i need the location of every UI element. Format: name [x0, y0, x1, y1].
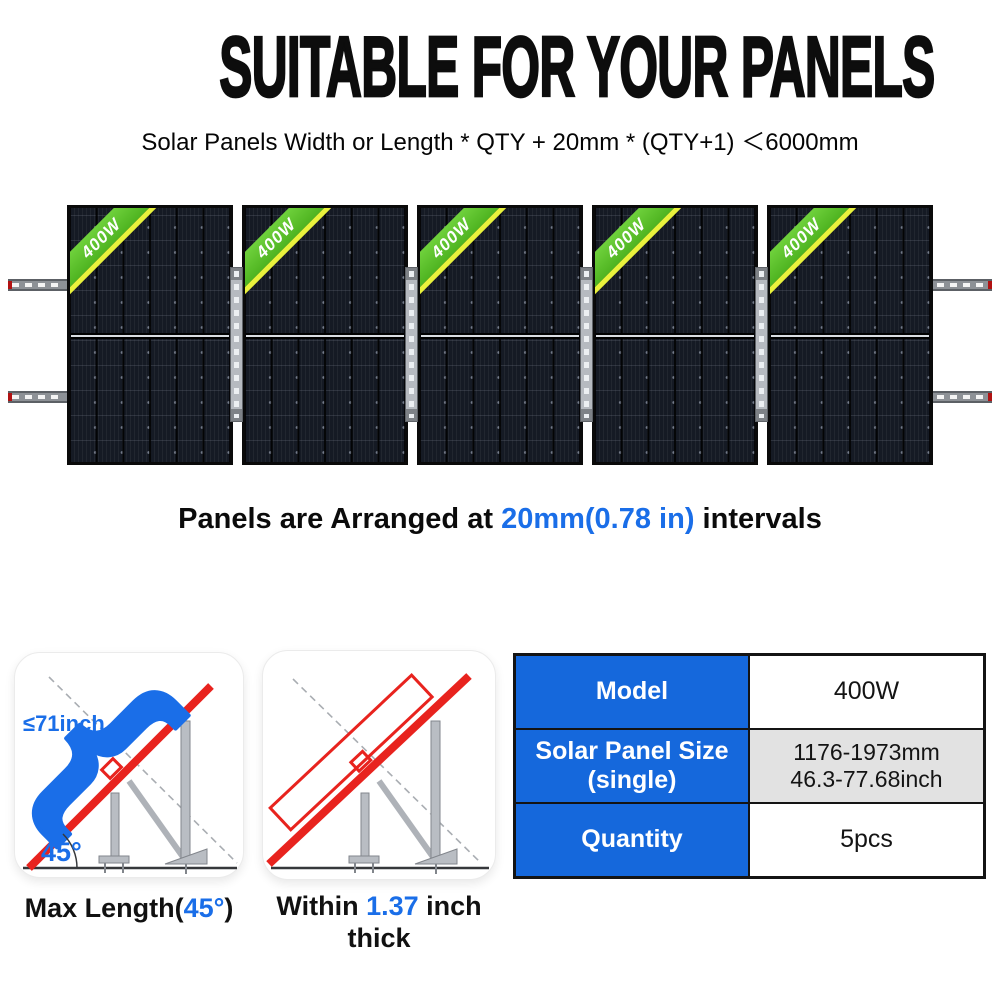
page-subtitle: Solar Panels Width or Length * QTY + 20m…: [141, 129, 859, 156]
max-length-diagram-card: { ≤71inch 45°: [2, 637, 244, 878]
caption-text: Max Length(: [24, 893, 184, 923]
wattage-badge-label: 400W: [777, 214, 825, 262]
max-length-caption: Max Length(45°): [8, 892, 250, 924]
spec-row-model-value: 400W: [749, 655, 984, 729]
angle-label: 45°: [41, 837, 82, 867]
solar-panel-5: 400W: [767, 205, 933, 465]
caption-text: ): [224, 893, 234, 923]
wattage-badge-label: 400W: [602, 214, 650, 262]
wattage-ribbon-clip: 400W: [595, 208, 755, 462]
caption-text: Within: [276, 891, 367, 921]
wattage-badge: 400W: [770, 208, 874, 311]
tilted-panel-bar: [266, 673, 472, 867]
panel-connector-bracket: [755, 267, 768, 422]
panel-connector-bracket: [230, 267, 243, 422]
tilted-panel-bar: [26, 683, 214, 871]
angle-arc: [62, 833, 78, 869]
panel-clamp: [99, 756, 124, 781]
wattage-badge: 400W: [70, 208, 174, 311]
spec-row-size-value: 1176-1973mm 46.3-77.68inch: [749, 729, 984, 803]
interval-note-highlight: 20mm(0.78 in): [501, 503, 695, 535]
spec-row-quantity-value: 5pcs: [749, 803, 984, 877]
page-title: SUITABLE FOR YOUR PANELS: [218, 18, 936, 116]
header: SUITABLE FOR YOUR PANELS: [0, 18, 1000, 116]
mounting-rail-right-bottom: [933, 391, 992, 403]
interval-note-suffix: intervals: [694, 503, 822, 535]
length-label: ≤71inch: [23, 711, 105, 736]
thickness-diagram: [266, 673, 489, 874]
panel-middle-divider: [771, 335, 929, 337]
spec-row-quantity-label: Quantity: [515, 803, 749, 877]
dashed-guide-line: [48, 676, 238, 864]
wattage-ribbon-clip: 400W: [245, 208, 405, 462]
dashed-guide-line: [292, 678, 482, 864]
panel-middle-divider: [246, 335, 404, 337]
wattage-badge: 400W: [595, 208, 699, 311]
mounting-legs: [98, 720, 208, 874]
caption-text: inch thick: [347, 891, 482, 954]
mounting-legs: [348, 720, 458, 874]
solar-panel-1: 400W: [67, 205, 233, 465]
panel-connector-bracket: [580, 267, 593, 422]
wattage-badge: 400W: [420, 208, 524, 311]
caption-highlight: 1.37: [366, 891, 419, 921]
solar-panel-2: 400W: [242, 205, 408, 465]
solar-panel-4: 400W: [592, 205, 758, 465]
mounting-rail-left-bottom: [8, 391, 67, 403]
spec-row-size-label: Solar Panel Size (single): [515, 729, 749, 803]
wattage-badge: 400W: [245, 208, 349, 311]
interval-note-prefix: Panels are Arranged at: [178, 503, 502, 535]
solar-panel-3: 400W: [417, 205, 583, 465]
wattage-badge-label: 400W: [427, 214, 475, 262]
thickness-diagram-card: [262, 650, 496, 880]
mounting-rail-left-top: [8, 279, 67, 291]
panel-middle-divider: [421, 335, 579, 337]
wattage-ribbon-clip: 400W: [770, 208, 930, 462]
spec-table: Model 400W Solar Panel Size (single) 117…: [513, 653, 986, 879]
thickness-caption: Within 1.37 inch thick: [262, 890, 496, 955]
caption-highlight: 45°: [183, 893, 225, 923]
wattage-badge-label: 400W: [77, 214, 125, 262]
panel-middle-divider: [71, 335, 229, 337]
max-length-diagram: { ≤71inch 45°: [2, 637, 238, 874]
wattage-badge-label: 400W: [252, 214, 300, 262]
mounting-rail-right-top: [933, 279, 992, 291]
panel-connector-bracket: [405, 267, 418, 422]
solar-panel-array-illustration: 400W 400W 400W 400W 400W: [0, 205, 1000, 467]
wattage-ribbon-clip: 400W: [420, 208, 580, 462]
wattage-ribbon-clip: 400W: [70, 208, 230, 462]
interval-note: Panels are Arranged at 20mm(0.78 in) int…: [0, 503, 1000, 536]
panel-middle-divider: [596, 335, 754, 337]
panel-thickness-outline: [268, 673, 435, 832]
spec-row-model-label: Model: [515, 655, 749, 729]
